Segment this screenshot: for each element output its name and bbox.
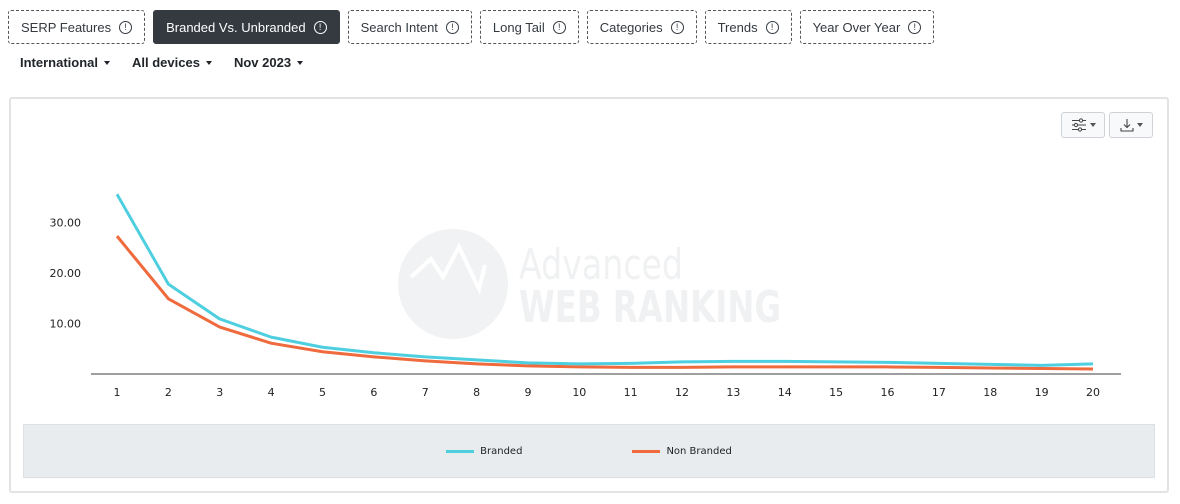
tab-label: SERP Features [21, 19, 112, 35]
x-tick-label: 16 [881, 386, 895, 399]
chart-zigzag-icon [409, 242, 487, 295]
tab-search-intent[interactable]: Search Intent! [347, 10, 472, 44]
sliders-icon [1071, 118, 1086, 132]
y-axis: 10.00 20.00 30.00 [50, 217, 82, 331]
x-tick-label: 11 [624, 386, 638, 399]
x-tick-label: 1 [114, 386, 121, 399]
legend-item-non-branded[interactable]: Non Branded [632, 445, 732, 457]
tab-long-tail[interactable]: Long Tail! [479, 10, 579, 44]
x-tick-label: 15 [829, 386, 843, 399]
info-icon[interactable]: ! [119, 20, 133, 34]
caret-down-icon [205, 60, 212, 65]
caret-down-icon [104, 60, 111, 65]
legend-label: Non Branded [666, 445, 732, 457]
x-tick-label: 17 [932, 386, 946, 399]
x-tick-label: 10 [572, 386, 586, 399]
download-icon [1119, 119, 1134, 132]
x-tick-label: 13 [726, 386, 740, 399]
tab-serp-features[interactable]: SERP Features! [8, 10, 146, 44]
watermark-line1: Advanced [519, 240, 683, 289]
x-tick-label: 6 [370, 386, 377, 399]
info-icon[interactable]: ! [670, 20, 684, 34]
info-icon[interactable]: ! [908, 20, 922, 34]
x-axis: 1 2 3 4 5 6 7 8 9 10 11 12 13 14 15 16 17 18 19 20 [114, 386, 1101, 399]
report-tabs: SERP Features! Branded Vs. Unbranded! Sear… [8, 10, 935, 44]
tab-label: Year Over Year [812, 19, 901, 35]
series-line-non-branded[interactable] [115, 235, 1094, 371]
legend-item-branded[interactable]: Branded [446, 446, 522, 457]
tab-year-over-year[interactable]: Year Over Year! [799, 10, 935, 44]
device-label: All devices [132, 55, 200, 70]
tab-categories[interactable]: Categories! [586, 10, 697, 44]
tab-label: Branded Vs. Unbranded [166, 19, 306, 35]
x-tick-label: 20 [1086, 386, 1100, 399]
tab-trends[interactable]: Trends! [704, 10, 792, 44]
chart-settings-button[interactable] [1061, 112, 1105, 138]
y-tick-label: 30.00 [50, 217, 82, 230]
x-tick-label: 9 [524, 386, 531, 399]
legend-swatch [632, 449, 661, 453]
globe-icon [398, 229, 508, 339]
tab-label: Long Tail [492, 19, 545, 35]
x-tick-label: 14 [778, 386, 792, 399]
chart-toolbar [1061, 112, 1153, 138]
location-dropdown[interactable]: International [20, 55, 111, 70]
x-tick-label: 3 [216, 386, 223, 399]
series-line-branded[interactable] [115, 193, 1094, 367]
tab-branded-vs-unbranded[interactable]: Branded Vs. Unbranded! [153, 10, 340, 44]
series-lines [115, 193, 1094, 371]
x-tick-label: 19 [1035, 386, 1049, 399]
date-dropdown[interactable]: Nov 2023 [233, 55, 304, 70]
download-button[interactable] [1109, 112, 1153, 138]
x-tick-label: 5 [319, 386, 326, 399]
tab-label: Categories [599, 19, 663, 35]
info-icon[interactable]: ! [445, 20, 459, 34]
x-tick-label: 12 [675, 386, 689, 399]
x-tick-label: 4 [268, 386, 275, 399]
caret-down-icon [1089, 123, 1096, 127]
x-tick-label: 18 [983, 386, 997, 399]
device-dropdown[interactable]: All devices [132, 55, 212, 70]
filter-bar: International All devices Nov 2023 [20, 55, 325, 70]
legend-label: Branded [480, 445, 523, 457]
info-icon[interactable]: ! [765, 20, 779, 34]
watermark-line2: WEB RANKING [519, 282, 781, 333]
caret-down-icon [1136, 123, 1143, 127]
tab-label: Trends [717, 19, 758, 35]
location-label: International [20, 55, 99, 70]
y-tick-label: 20.00 [50, 267, 82, 280]
x-tick-label: 8 [473, 386, 480, 399]
chart-legend: Branded Non Branded [23, 424, 1155, 478]
date-label: Nov 2023 [233, 55, 292, 70]
tab-label: Search Intent [360, 19, 438, 35]
info-icon[interactable]: ! [313, 20, 327, 34]
info-icon[interactable]: ! [552, 20, 566, 34]
legend-swatch [446, 449, 475, 453]
x-tick-label: 7 [422, 386, 429, 399]
caret-down-icon [297, 60, 304, 65]
y-tick-label: 10.00 [50, 318, 82, 331]
x-tick-label: 2 [165, 386, 172, 399]
watermark-logo: Advanced WEB RANKING [398, 229, 781, 339]
